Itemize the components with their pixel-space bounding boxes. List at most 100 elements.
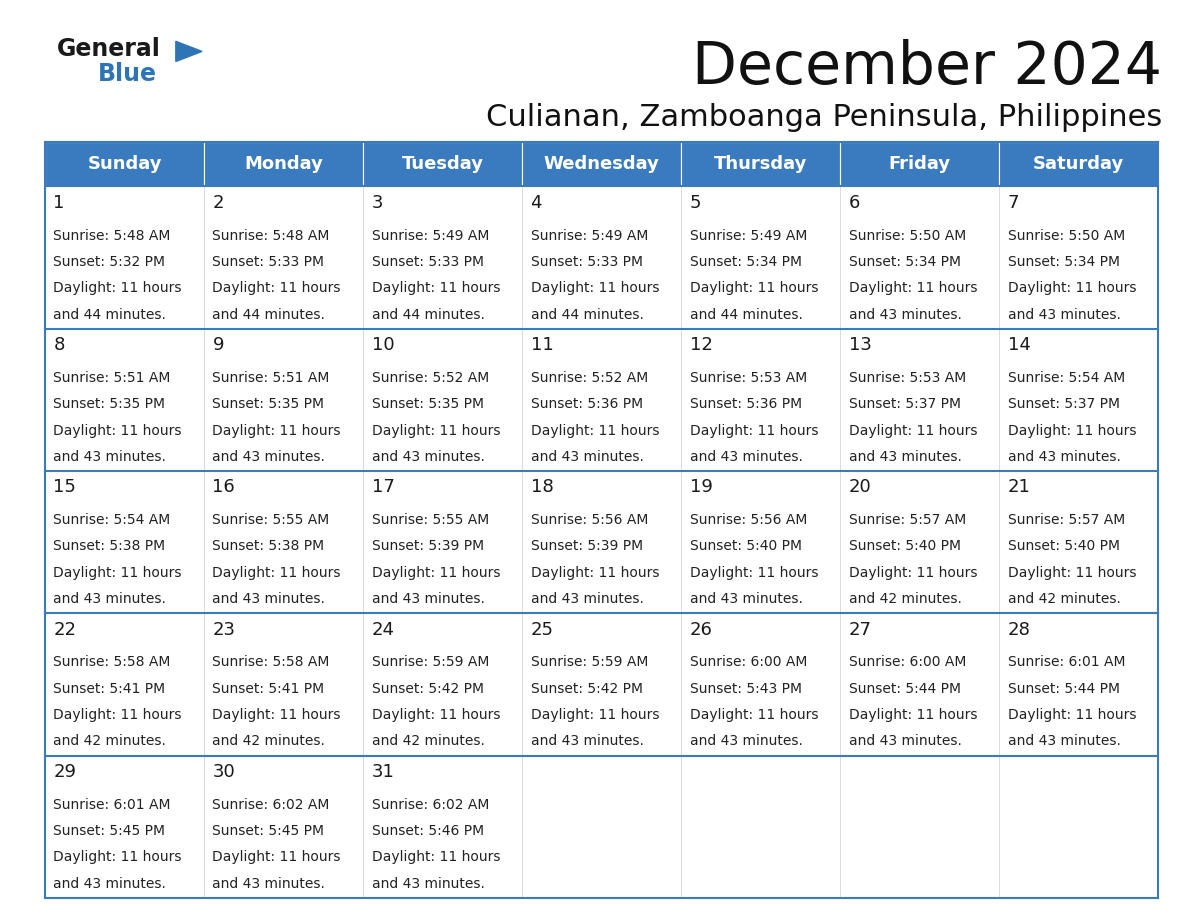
Text: 22: 22 (53, 621, 76, 639)
Text: Blue: Blue (97, 62, 157, 86)
Bar (45, 613, 204, 756)
Text: General: General (57, 37, 160, 61)
Text: and 43 minutes.: and 43 minutes. (531, 734, 644, 748)
Text: Daylight: 11 hours: Daylight: 11 hours (1007, 565, 1136, 580)
Bar (840, 613, 999, 756)
Bar (523, 186, 681, 329)
Text: and 43 minutes.: and 43 minutes. (213, 877, 326, 890)
Text: and 43 minutes.: and 43 minutes. (1007, 308, 1120, 321)
Text: 7: 7 (1007, 194, 1019, 212)
Text: Daylight: 11 hours: Daylight: 11 hours (53, 423, 182, 438)
Text: Daylight: 11 hours: Daylight: 11 hours (689, 423, 819, 438)
Text: 9: 9 (213, 336, 225, 354)
Text: Sunset: 5:34 PM: Sunset: 5:34 PM (848, 255, 961, 269)
Bar (45, 142, 204, 186)
Text: Daylight: 11 hours: Daylight: 11 hours (689, 708, 819, 722)
Text: 16: 16 (213, 478, 235, 497)
Text: Sunrise: 5:50 AM: Sunrise: 5:50 AM (1007, 229, 1125, 242)
Text: 11: 11 (531, 336, 554, 354)
Text: and 43 minutes.: and 43 minutes. (848, 450, 961, 464)
Text: and 43 minutes.: and 43 minutes. (1007, 734, 1120, 748)
Text: Sunset: 5:45 PM: Sunset: 5:45 PM (213, 824, 324, 838)
Bar (523, 142, 681, 186)
Text: Daylight: 11 hours: Daylight: 11 hours (1007, 708, 1136, 722)
Text: Sunset: 5:46 PM: Sunset: 5:46 PM (372, 824, 484, 838)
Text: Sunrise: 5:49 AM: Sunrise: 5:49 AM (531, 229, 647, 242)
Text: Daylight: 11 hours: Daylight: 11 hours (531, 708, 659, 722)
Text: Daylight: 11 hours: Daylight: 11 hours (372, 708, 500, 722)
Text: and 42 minutes.: and 42 minutes. (848, 592, 961, 606)
Text: Sunrise: 6:00 AM: Sunrise: 6:00 AM (689, 655, 807, 669)
Text: Sunrise: 5:52 AM: Sunrise: 5:52 AM (372, 371, 488, 385)
Text: and 42 minutes.: and 42 minutes. (53, 734, 166, 748)
Text: Daylight: 11 hours: Daylight: 11 hours (1007, 281, 1136, 296)
Text: Sunrise: 6:02 AM: Sunrise: 6:02 AM (213, 798, 330, 812)
Text: Daylight: 11 hours: Daylight: 11 hours (848, 281, 977, 296)
Text: Monday: Monday (245, 155, 323, 174)
Bar (45, 756, 204, 898)
Text: Sunrise: 5:54 AM: Sunrise: 5:54 AM (1007, 371, 1125, 385)
Text: Daylight: 11 hours: Daylight: 11 hours (213, 565, 341, 580)
Text: Daylight: 11 hours: Daylight: 11 hours (531, 423, 659, 438)
Text: Friday: Friday (889, 155, 950, 174)
Text: 24: 24 (372, 621, 394, 639)
Bar (204, 613, 364, 756)
Text: and 42 minutes.: and 42 minutes. (213, 734, 326, 748)
Text: and 43 minutes.: and 43 minutes. (689, 734, 802, 748)
Text: Daylight: 11 hours: Daylight: 11 hours (689, 565, 819, 580)
Text: Sunset: 5:41 PM: Sunset: 5:41 PM (53, 682, 165, 696)
Text: 20: 20 (848, 478, 871, 497)
Text: Sunset: 5:35 PM: Sunset: 5:35 PM (372, 397, 484, 411)
Bar (840, 142, 999, 186)
Text: and 43 minutes.: and 43 minutes. (53, 592, 166, 606)
Text: and 43 minutes.: and 43 minutes. (53, 450, 166, 464)
Bar (204, 142, 364, 186)
Bar (840, 329, 999, 471)
Text: Sunset: 5:39 PM: Sunset: 5:39 PM (372, 540, 484, 554)
Text: and 44 minutes.: and 44 minutes. (689, 308, 802, 321)
Text: 26: 26 (689, 621, 713, 639)
Text: Sunday: Sunday (88, 155, 162, 174)
Bar (999, 186, 1158, 329)
Text: Sunset: 5:35 PM: Sunset: 5:35 PM (213, 397, 324, 411)
Text: Sunrise: 5:51 AM: Sunrise: 5:51 AM (213, 371, 330, 385)
Text: Daylight: 11 hours: Daylight: 11 hours (213, 850, 341, 865)
Text: Sunrise: 5:58 AM: Sunrise: 5:58 AM (213, 655, 330, 669)
Text: 10: 10 (372, 336, 394, 354)
Text: Sunrise: 5:59 AM: Sunrise: 5:59 AM (372, 655, 489, 669)
Text: Daylight: 11 hours: Daylight: 11 hours (848, 423, 977, 438)
Text: Sunrise: 5:49 AM: Sunrise: 5:49 AM (372, 229, 489, 242)
Text: Sunset: 5:44 PM: Sunset: 5:44 PM (848, 682, 961, 696)
Text: Sunrise: 5:54 AM: Sunrise: 5:54 AM (53, 513, 171, 527)
Bar (840, 471, 999, 613)
Text: Sunrise: 5:50 AM: Sunrise: 5:50 AM (848, 229, 966, 242)
Text: Sunrise: 5:53 AM: Sunrise: 5:53 AM (689, 371, 807, 385)
Text: Daylight: 11 hours: Daylight: 11 hours (372, 565, 500, 580)
Text: Sunset: 5:35 PM: Sunset: 5:35 PM (53, 397, 165, 411)
Text: Sunset: 5:34 PM: Sunset: 5:34 PM (689, 255, 802, 269)
Bar (681, 613, 840, 756)
Text: Sunset: 5:37 PM: Sunset: 5:37 PM (1007, 397, 1119, 411)
Bar (840, 186, 999, 329)
Text: 31: 31 (372, 763, 394, 781)
Bar (523, 613, 681, 756)
Text: Sunrise: 5:48 AM: Sunrise: 5:48 AM (53, 229, 171, 242)
Text: 27: 27 (848, 621, 872, 639)
Text: and 43 minutes.: and 43 minutes. (213, 450, 326, 464)
Bar (204, 186, 364, 329)
Text: Daylight: 11 hours: Daylight: 11 hours (213, 708, 341, 722)
Bar (681, 756, 840, 898)
Text: and 43 minutes.: and 43 minutes. (372, 592, 485, 606)
Text: 13: 13 (848, 336, 872, 354)
Text: Sunset: 5:41 PM: Sunset: 5:41 PM (213, 682, 324, 696)
Bar (45, 471, 204, 613)
Text: and 43 minutes.: and 43 minutes. (53, 877, 166, 890)
Bar (681, 471, 840, 613)
Bar (681, 186, 840, 329)
Polygon shape (176, 41, 202, 62)
Text: and 44 minutes.: and 44 minutes. (531, 308, 644, 321)
Bar (364, 329, 523, 471)
Bar (364, 756, 523, 898)
Text: Sunset: 5:44 PM: Sunset: 5:44 PM (1007, 682, 1119, 696)
Bar (364, 613, 523, 756)
